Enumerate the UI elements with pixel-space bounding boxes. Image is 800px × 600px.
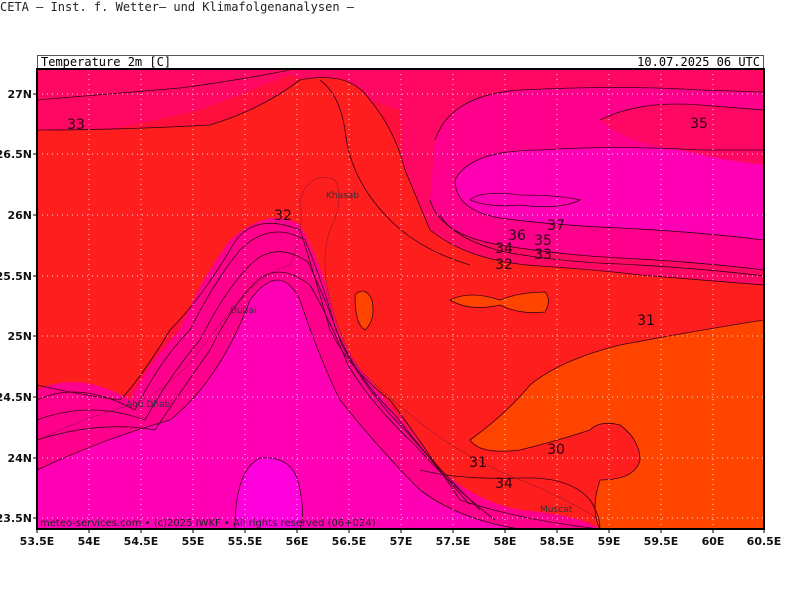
contour-line xyxy=(354,290,374,331)
x-tick-label: 58E xyxy=(494,535,517,548)
zone-36-hot xyxy=(235,457,303,529)
contour-label: 33 xyxy=(534,247,552,263)
zone-35-ne xyxy=(455,147,764,240)
contour-line xyxy=(454,179,764,241)
city-label-khasab: Khasab xyxy=(326,191,359,201)
contour-label: 34 xyxy=(495,241,513,257)
contour-line xyxy=(37,69,291,101)
contour-lines xyxy=(37,69,764,529)
contour-label: 35 xyxy=(690,116,708,132)
contour-label: 32 xyxy=(274,208,292,224)
contour-line xyxy=(469,192,582,208)
city-label-abu-dhabi: Abu Dhabi xyxy=(126,400,173,410)
city-label-dubai: Dubai xyxy=(230,306,256,316)
contour-line xyxy=(599,103,764,121)
x-tick-label: 55E xyxy=(182,535,205,548)
y-tick-label: 24.5N xyxy=(0,391,32,404)
contour-line xyxy=(439,214,764,277)
contour-line xyxy=(37,279,521,529)
copyright-notice: meteo-services.com • (c)2025 IWKF • All … xyxy=(40,518,376,529)
contour-line xyxy=(419,469,601,529)
contour-labels: 33 32 35 37 36 35 34 33 32 31 30 31 34 xyxy=(67,116,708,492)
contour-line xyxy=(429,199,764,271)
zone-30-se xyxy=(470,320,764,529)
y-tick-label: 24N xyxy=(7,452,32,465)
contour-line xyxy=(37,251,481,511)
x-tick-label: 57E xyxy=(390,535,413,548)
contour-label: 31 xyxy=(637,313,655,329)
y-tick-label: 25N xyxy=(7,330,32,343)
y-tick-label: 25.5N xyxy=(0,270,32,283)
y-tick-label: 26N xyxy=(7,209,32,222)
contour-line xyxy=(37,271,496,521)
y-tick-label: 23.5N xyxy=(0,512,32,525)
x-tick-label: 57.5E xyxy=(436,535,471,548)
contour-label: 31 xyxy=(469,455,487,471)
contour-line xyxy=(434,87,764,141)
contour-label: 37 xyxy=(547,218,565,234)
x-tick-label: 59E xyxy=(598,535,621,548)
variable-label: Temperature 2m [C] xyxy=(41,55,172,69)
x-tick-label: 55.5E xyxy=(228,535,263,548)
y-axis-labels: 27N 26.5N 26N 25.5N 25N 24.5N 24N 23.5N xyxy=(0,88,32,525)
x-tick-label: 56E xyxy=(286,535,309,548)
x-tick-label: 58.5E xyxy=(540,535,575,548)
x-tick-label: 56.5E xyxy=(332,535,367,548)
zone-30-spot xyxy=(355,291,374,330)
zone-35-inland xyxy=(37,280,520,529)
coastline xyxy=(37,177,601,521)
y-tick-label: 26.5N xyxy=(0,148,32,161)
contour-line xyxy=(449,291,549,314)
x-tick-label: 54.5E xyxy=(124,535,159,548)
y-tick-label: 27N xyxy=(7,88,32,101)
contour-line xyxy=(37,223,601,529)
city-labels: Khasab Dubai Abu Dhabi Muscat xyxy=(126,191,573,515)
city-label-muscat: Muscat xyxy=(540,505,573,515)
contour-label: 32 xyxy=(495,257,513,273)
contour-label: 34 xyxy=(495,476,513,492)
zone-30-strip xyxy=(450,292,549,313)
x-tick-label: 59.5E xyxy=(644,535,679,548)
contour-label: 33 xyxy=(67,117,85,133)
x-tick-label: 60E xyxy=(702,535,725,548)
contour-line xyxy=(319,79,471,266)
graticule xyxy=(37,69,764,529)
chart-title: CETA — Inst. f. Wetter— und Klimafolgena… xyxy=(0,0,355,14)
contour-line xyxy=(37,77,764,286)
y-axis-ticks xyxy=(33,93,37,519)
x-tick-label: 54E xyxy=(78,535,101,548)
contour-label: 35 xyxy=(534,233,552,249)
x-axis-labels: 53.5E 54E 54.5E 55E 55.5E 56E 56.5E 57E … xyxy=(20,535,782,548)
contour-line xyxy=(37,231,471,506)
coastline-path xyxy=(37,177,601,521)
contour-line xyxy=(469,319,764,529)
valid-time: 10.07.2025 06 UTC xyxy=(637,55,760,69)
x-tick-label: 60.5E xyxy=(747,535,782,548)
contour-line xyxy=(454,147,764,181)
contour-label: 30 xyxy=(547,442,565,458)
contour-line xyxy=(234,457,303,529)
contour-label: 36 xyxy=(508,228,526,244)
x-axis-ticks xyxy=(36,529,765,533)
x-tick-label: 53.5E xyxy=(20,535,55,548)
